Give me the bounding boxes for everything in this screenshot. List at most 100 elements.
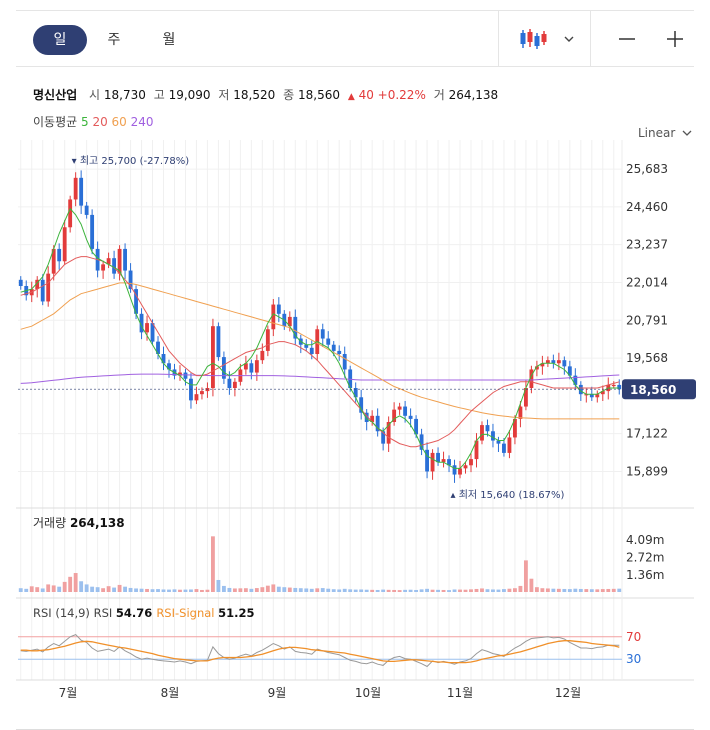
candle-body	[156, 341, 160, 354]
candle-body	[364, 412, 369, 422]
volume-bars	[18, 536, 622, 592]
volume-bar	[359, 589, 364, 592]
close-value: 18,560	[297, 88, 340, 102]
candle-body	[145, 323, 149, 333]
candle	[496, 436, 501, 452]
candle	[90, 209, 95, 255]
candle	[51, 245, 56, 281]
candle-body	[469, 459, 473, 466]
rsi-signal-label: RSI-Signal	[156, 606, 218, 620]
candle	[145, 315, 149, 341]
candle-body	[595, 394, 600, 398]
grid-lines	[18, 140, 622, 680]
volume-bar	[436, 589, 440, 592]
candle	[40, 274, 45, 306]
candle-body	[342, 354, 347, 370]
candle-body	[265, 329, 270, 351]
tab-month[interactable]: 월	[162, 32, 176, 48]
tab-day[interactable]: 일	[33, 25, 87, 55]
candle	[161, 346, 166, 371]
current-price-tag	[622, 379, 696, 400]
candle-body	[386, 422, 391, 444]
candle	[18, 276, 23, 290]
ma240-line	[20, 373, 620, 384]
price-tick-label: 22,014	[626, 275, 668, 289]
volume-bar	[480, 588, 484, 592]
candle	[611, 381, 616, 389]
tab-week[interactable]: 주	[107, 32, 121, 48]
candle-body	[458, 468, 462, 475]
candle	[326, 331, 331, 349]
volume-bar	[540, 588, 545, 592]
candle-body	[370, 415, 375, 422]
candle-body	[551, 360, 556, 364]
candle	[293, 309, 298, 346]
volume-bar	[24, 588, 29, 592]
volume-bar	[156, 589, 160, 592]
candle-body	[513, 418, 517, 438]
scale-dropdown[interactable]: Linear	[638, 126, 693, 140]
volume-bar	[364, 589, 369, 592]
volume-bar	[62, 581, 67, 592]
candle	[441, 451, 446, 468]
volume-bar	[276, 586, 281, 592]
volume-bar	[221, 585, 226, 592]
candle	[57, 243, 62, 270]
candle-body	[600, 391, 605, 395]
volume-bar	[265, 585, 270, 592]
volume-bar	[403, 589, 408, 592]
volume-bar	[414, 589, 419, 592]
volume-bar	[172, 589, 177, 592]
volume-bar	[452, 589, 457, 592]
volume-bar	[518, 585, 523, 592]
candle	[35, 276, 40, 298]
volume-bar	[46, 584, 51, 592]
zoom-in-button[interactable]	[662, 25, 688, 53]
candle	[556, 352, 561, 371]
volume-bar	[534, 587, 539, 592]
candle-body	[139, 313, 144, 333]
candle-body	[73, 177, 78, 200]
volume-bar	[342, 588, 347, 592]
candle-body	[320, 329, 325, 339]
candle-body	[128, 270, 133, 290]
volume-bar	[271, 584, 276, 592]
candle-body	[18, 279, 23, 286]
candle-body	[243, 363, 248, 370]
candle-body	[117, 248, 122, 274]
candle-body	[167, 363, 171, 370]
candle-body	[474, 440, 479, 460]
candle	[507, 430, 512, 459]
ma20-line	[20, 256, 620, 448]
toolbar-separator	[498, 11, 499, 66]
candle	[397, 402, 402, 415]
volume-bar	[95, 587, 100, 592]
candle-body	[216, 326, 221, 358]
candle-body	[337, 350, 342, 354]
candle	[370, 410, 375, 426]
candle-body	[573, 375, 578, 385]
candle-body	[556, 360, 561, 364]
volume-bar	[112, 587, 117, 592]
candle-body	[40, 279, 45, 302]
volume-bar	[57, 586, 62, 592]
volume-title: 거래량 264,138	[33, 516, 125, 530]
volume-bar	[496, 589, 501, 592]
candle-body	[211, 326, 215, 388]
rsi-value: 54.76	[116, 606, 156, 620]
chart-type-dropdown[interactable]	[512, 25, 582, 53]
candle	[112, 250, 117, 279]
x-axis-label: 12월	[555, 686, 581, 700]
candle	[595, 390, 600, 403]
candle	[117, 245, 122, 281]
candle	[221, 351, 226, 384]
volume-bar	[205, 589, 210, 592]
candle-body	[84, 205, 89, 215]
ma-legend-item-5: 5	[81, 115, 89, 129]
candle	[617, 379, 622, 395]
volume-bar	[381, 589, 386, 592]
zoom-out-button[interactable]	[614, 25, 640, 53]
candle-body	[480, 425, 484, 441]
candle	[101, 260, 106, 279]
